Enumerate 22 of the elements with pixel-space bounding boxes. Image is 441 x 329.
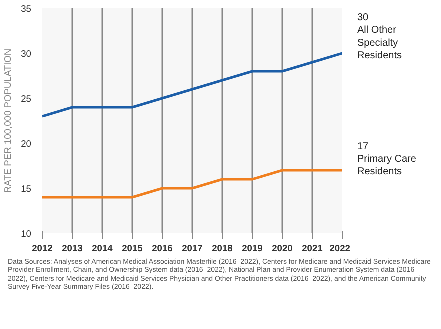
x-tick-label: 2016	[152, 244, 173, 254]
annotation: 17 Primary Care Residents	[358, 141, 417, 178]
x-tick-label: 2022	[330, 244, 351, 254]
y-tick-label: 30	[21, 49, 32, 59]
y-tick-label: 20	[21, 139, 32, 149]
x-tick-label: 2012	[32, 244, 53, 254]
line-series	[42, 52, 342, 118]
y-tick-label: 25	[21, 94, 32, 104]
x-tick-label: 2014	[92, 244, 114, 254]
x-tick-label: 2021	[302, 244, 323, 254]
x-tick-label: 2017	[182, 244, 203, 254]
x-tick-label: 2015	[122, 244, 143, 254]
x-tick-label: 2018	[212, 244, 233, 254]
annotation: 30 All Other Specialty Residents	[358, 12, 402, 62]
x-tick-label: 2019	[242, 244, 263, 254]
y-axis-title: RATE PER 100,000 POPULATION	[3, 48, 14, 194]
line-series	[42, 169, 342, 199]
y-tick-label: 10	[21, 229, 32, 239]
y-tick-label: 15	[21, 184, 32, 194]
x-tick-label: 2013	[62, 244, 83, 254]
x-tick-label: 2020	[272, 244, 293, 254]
y-tick-label: 35	[21, 4, 32, 14]
